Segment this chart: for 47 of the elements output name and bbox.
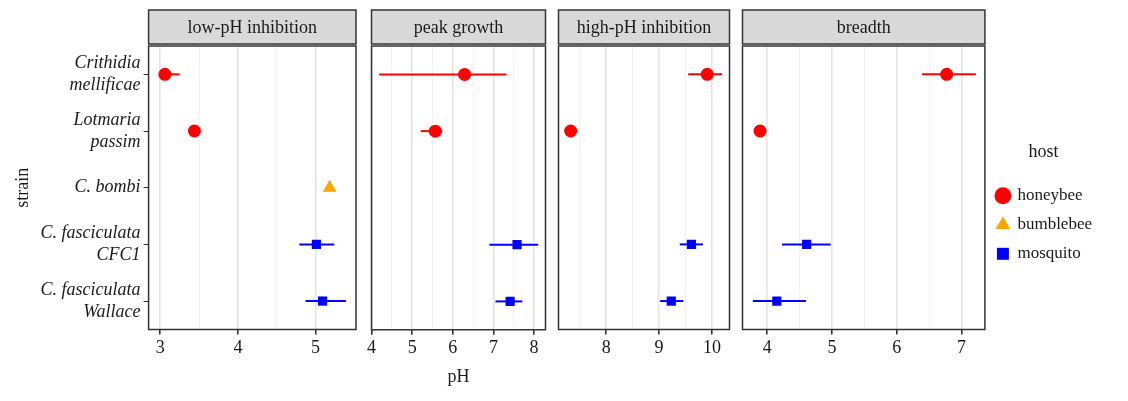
chart-title: low-pH inhibition — [187, 16, 318, 37]
point — [428, 124, 442, 138]
point — [322, 179, 337, 192]
legend-label: honeybee — [1017, 185, 1083, 205]
chart-title: high-pH inhibition — [576, 16, 712, 37]
x-tick-label: 8 — [601, 336, 611, 357]
chart-title: peak growth — [413, 16, 504, 37]
point — [505, 296, 515, 307]
y-tick-label: Crithidia mellificae — [69, 52, 141, 94]
point — [564, 124, 578, 138]
point — [753, 124, 767, 138]
x-tick-label: 7 — [957, 336, 967, 357]
x-tick-label: 8 — [529, 337, 539, 358]
x-tick-label: 4 — [233, 336, 243, 357]
x-tick-label: 6 — [892, 336, 902, 357]
point — [772, 296, 782, 306]
y-tick-label: Lotmaria passim — [72, 108, 141, 151]
point — [458, 67, 472, 81]
point — [686, 239, 696, 249]
point — [802, 239, 812, 249]
chart-title: breadth — [836, 16, 891, 37]
x-tick-label: 5 — [311, 336, 321, 357]
point — [318, 296, 328, 306]
point — [700, 67, 714, 81]
point — [311, 239, 321, 249]
x-tick-label: 5 — [407, 337, 417, 358]
x-tick-label: 3 — [155, 336, 165, 357]
x-tick-label: 9 — [654, 336, 664, 357]
x-tick-label: 6 — [448, 337, 458, 358]
x-tick-label: 4 — [762, 336, 772, 357]
y-tick-label: C. bombi — [74, 176, 141, 197]
x-tick-label: 10 — [703, 336, 722, 357]
point — [512, 240, 522, 250]
point — [666, 296, 676, 306]
point — [158, 67, 172, 81]
y-tick-label: C. fasciculata Wallace — [40, 278, 141, 321]
y-axis-title: strain — [11, 167, 32, 208]
legend-label: bumblebee — [1017, 214, 1093, 234]
x-tick-label: 4 — [367, 337, 376, 358]
y-tick-label: C. fasciculata CFC1 — [40, 222, 141, 264]
legend-title: host — [1028, 141, 1059, 162]
x-tick-label: 5 — [827, 336, 837, 357]
legend-label: mosquito — [1017, 243, 1081, 263]
x-axis-title: pH — [447, 365, 470, 386]
point — [940, 67, 954, 81]
x-tick-label: 7 — [488, 337, 498, 358]
point — [187, 124, 201, 138]
